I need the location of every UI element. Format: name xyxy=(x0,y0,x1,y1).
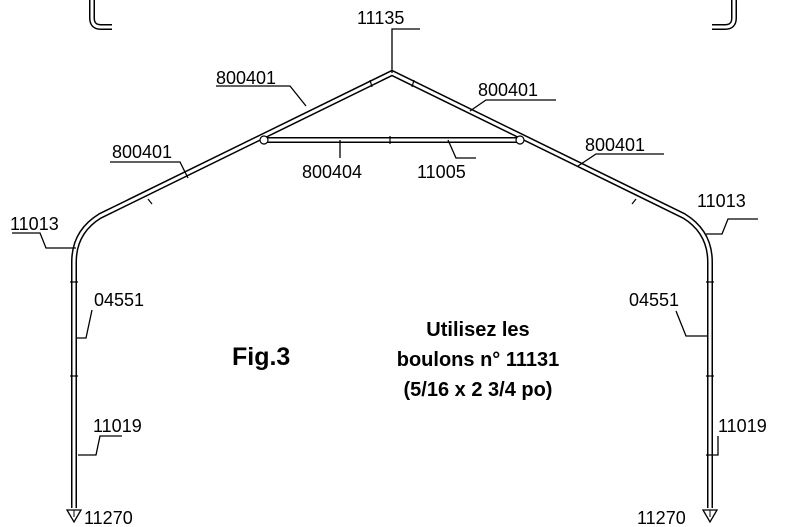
label-rafter-upper-right: 800401 xyxy=(478,80,538,100)
label-rafter-upper-left: 800401 xyxy=(216,68,276,88)
foot-cap-left xyxy=(65,509,83,524)
label-elbow-left: 11013 xyxy=(10,214,59,234)
top-left-hook xyxy=(89,0,112,30)
label-leg-upper-left: 04551 xyxy=(94,290,144,310)
joint-marks xyxy=(70,79,714,377)
leader-lines xyxy=(12,28,758,456)
note-line-3: (5/16 x 2 3/4 po) xyxy=(404,379,553,401)
label-leg-upper-right: 04551 xyxy=(629,290,679,310)
label-leg-lower-left: 11019 xyxy=(93,416,142,436)
label-cross-bar-left: 800404 xyxy=(302,162,362,182)
figure-title: Fig.3 xyxy=(232,343,290,371)
label-foot-left: 11270 xyxy=(84,508,133,527)
label-peak-connector: 11135 xyxy=(357,8,404,28)
label-leg-lower-right: 11019 xyxy=(718,416,767,436)
note-line-1: Utilisez les xyxy=(426,319,529,341)
foot-cap-right xyxy=(701,509,719,524)
top-right-hook xyxy=(712,0,737,30)
label-elbow-right: 11013 xyxy=(697,191,746,211)
note-line-2: boulons n° 11131 xyxy=(397,349,560,371)
label-foot-right: 11270 xyxy=(637,508,686,527)
label-cross-bar-right: 11005 xyxy=(417,162,466,182)
label-rafter-lower-left: 800401 xyxy=(112,142,172,162)
label-rafter-lower-right: 800401 xyxy=(585,135,645,155)
